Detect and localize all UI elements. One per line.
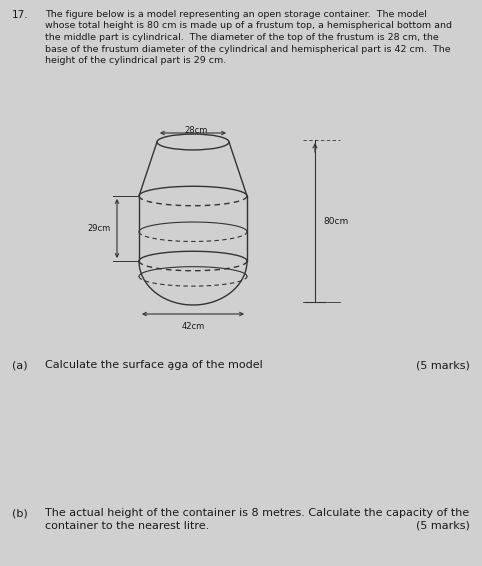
Text: height of the cylindrical part is 29 cm.: height of the cylindrical part is 29 cm. (45, 56, 226, 65)
Text: (5 marks): (5 marks) (416, 360, 470, 370)
Text: 17.: 17. (12, 10, 28, 20)
Text: the middle part is cylindrical.  The diameter of the top of the frustum is 28 cm: the middle part is cylindrical. The diam… (45, 33, 439, 42)
Text: 29cm: 29cm (88, 224, 111, 233)
Text: Calculate the surface a̧ga of the model: Calculate the surface a̧ga of the model (45, 360, 263, 370)
Text: 80cm: 80cm (323, 217, 348, 225)
Text: container to the nearest litre.: container to the nearest litre. (45, 521, 209, 531)
Text: base of the frustum diameter of the cylindrical and hemispherical part is 42 cm.: base of the frustum diameter of the cyli… (45, 45, 451, 54)
Text: whose total height is 80 cm is made up of a frustum top, a hemispherical bottom : whose total height is 80 cm is made up o… (45, 22, 452, 31)
Text: 42cm: 42cm (181, 322, 205, 331)
Text: (a): (a) (12, 360, 27, 370)
Text: The actual height of the container is 8 metres. Calculate the capacity of the: The actual height of the container is 8 … (45, 508, 469, 518)
Text: The figure below is a model representing an open storage container.  The model: The figure below is a model representing… (45, 10, 427, 19)
Text: (b): (b) (12, 508, 28, 518)
Text: 28cm: 28cm (184, 126, 208, 135)
Text: (5 marks): (5 marks) (416, 521, 470, 531)
